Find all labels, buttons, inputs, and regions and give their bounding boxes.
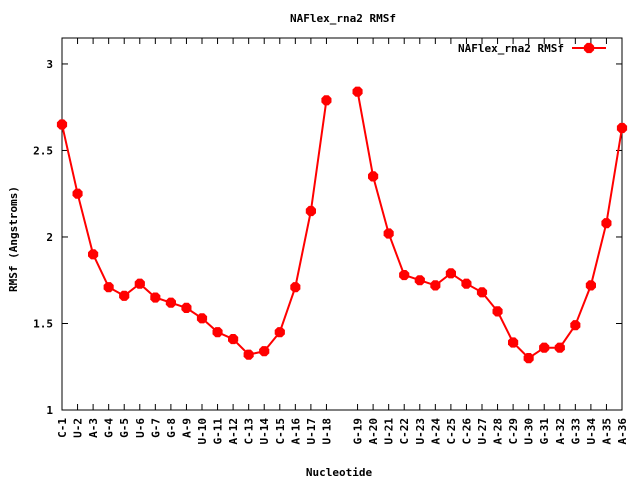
x-axis-label: Nucleotide (306, 466, 373, 479)
x-tick-label: G-5 (118, 418, 131, 438)
x-tick-label: U-10 (196, 418, 209, 445)
y-tick-label: 2 (46, 231, 53, 244)
data-point-A-32 (554, 342, 565, 353)
chart-title: NAFlex_rna2 RMSf (290, 12, 396, 25)
x-tick-label: U-14 (258, 418, 271, 445)
x-tick-label: U-18 (320, 418, 333, 445)
x-tick-label: C-25 (445, 418, 458, 445)
x-axis: C-1 U-2 A-3 G-4 G-5 U-6 G-7 G-8 A-9 U-10 G-11 A-12 C… (56, 38, 629, 445)
series-layer (56, 86, 628, 364)
y-tick-label: 3 (46, 58, 53, 71)
data-point-G-4 (103, 282, 114, 293)
data-point-G-7 (150, 292, 161, 303)
x-tick-label: A-36 (616, 418, 629, 445)
x-tick-label: C-15 (274, 418, 287, 445)
plot-frame (61, 37, 623, 411)
data-point-A-24 (430, 280, 441, 291)
data-point-G-19 (352, 86, 363, 97)
data-point-U-30 (523, 353, 534, 364)
x-tick-label: A-28 (492, 418, 505, 445)
x-tick-label: A-16 (289, 418, 302, 445)
data-point-A-35 (601, 218, 612, 229)
data-point-C-29 (508, 337, 519, 348)
data-point-C-1 (56, 119, 68, 130)
data-point-A-3 (88, 249, 99, 260)
y-tick-label: 2.5 (33, 144, 53, 157)
x-tick-label: G-33 (569, 418, 582, 445)
data-point-U-2 (72, 188, 83, 199)
x-tick-label: A-20 (367, 418, 380, 445)
data-point-C-22 (399, 270, 410, 281)
data-point-U-10 (196, 313, 208, 324)
x-tick-label: C-29 (507, 418, 520, 445)
x-tick-label: A-32 (554, 418, 567, 445)
x-tick-label: G-11 (212, 418, 225, 445)
y-tick-label: 1 (46, 404, 53, 417)
data-point-C-26 (461, 278, 472, 289)
data-point-A-9 (181, 302, 192, 313)
x-tick-label: U-17 (305, 418, 318, 445)
x-tick-label: U-2 (72, 418, 85, 438)
x-tick-label: G-7 (149, 418, 162, 438)
data-point-A-20 (368, 171, 379, 182)
data-point-A-12 (228, 334, 239, 345)
data-point-U-18 (321, 95, 332, 106)
y-axis-label: RMSf (Angstroms) (7, 186, 20, 292)
x-tick-label: G-8 (165, 418, 178, 438)
data-point-G-33 (570, 320, 581, 331)
y-axis: 1 1.5 2 2.5 3 (33, 58, 622, 417)
data-point-U-34 (585, 280, 596, 291)
x-tick-label: C-26 (460, 418, 473, 445)
data-point-U-17 (305, 205, 316, 217)
legend: NAFlex_rna2 RMSf (458, 42, 606, 55)
data-point-U-6 (134, 278, 145, 289)
data-point-C-25 (445, 268, 456, 279)
plot-border (61, 37, 623, 411)
series-line (61, 100, 328, 356)
legend-marker (583, 42, 595, 54)
x-tick-label: C-22 (398, 418, 411, 445)
x-tick-label: A-12 (227, 418, 240, 445)
data-point-U-27 (476, 287, 488, 298)
x-tick-label: U-6 (134, 418, 147, 438)
data-point-C-13 (243, 349, 254, 360)
data-point-U-23 (414, 275, 425, 286)
x-tick-label: G-19 (352, 418, 365, 445)
x-tick-label: U-34 (585, 418, 598, 445)
x-tick-label: U-21 (383, 418, 396, 445)
legend-label: NAFlex_rna2 RMSf (458, 42, 564, 55)
x-tick-label: C-13 (243, 418, 256, 445)
data-point-A-16 (290, 282, 301, 293)
data-point-A-36 (616, 122, 628, 134)
x-tick-label: A-35 (600, 418, 613, 445)
series-line (356, 91, 623, 360)
data-point-U-21 (383, 228, 394, 239)
x-tick-label: C-1 (56, 418, 69, 438)
data-point-G-8 (165, 297, 176, 308)
data-point-A-28 (492, 306, 503, 317)
data-point-G-11 (212, 327, 223, 338)
x-tick-label: A-9 (180, 418, 193, 438)
x-tick-label: G-4 (103, 418, 116, 438)
x-tick-label: A-24 (429, 418, 442, 445)
x-tick-label: G-31 (538, 418, 551, 445)
data-point-G-31 (539, 342, 550, 353)
x-tick-label: A-3 (87, 418, 100, 438)
data-point-C-15 (274, 327, 285, 338)
data-point-U-14 (259, 346, 270, 357)
x-tick-label: U-30 (523, 418, 536, 445)
data-point-G-5 (119, 290, 130, 301)
x-tick-label: U-27 (476, 418, 489, 445)
x-tick-label: U-23 (414, 418, 427, 445)
y-tick-label: 1.5 (33, 317, 53, 330)
